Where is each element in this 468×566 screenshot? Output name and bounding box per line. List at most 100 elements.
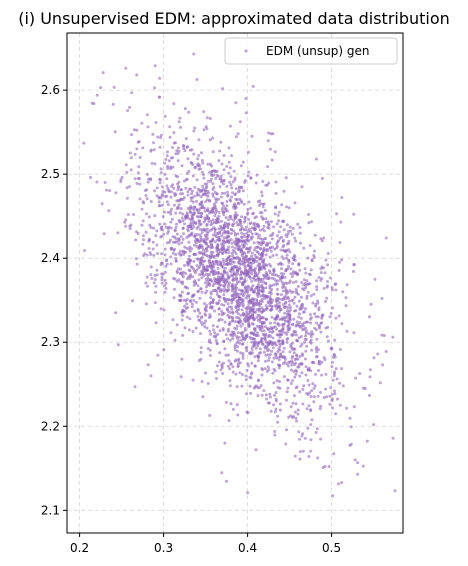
scatter-point xyxy=(207,245,211,249)
scatter-point xyxy=(340,258,344,262)
scatter-point xyxy=(211,298,215,302)
scatter-point xyxy=(251,322,255,326)
scatter-point xyxy=(198,273,202,277)
scatter-point xyxy=(289,267,293,271)
scatter-point xyxy=(345,329,349,333)
scatter-point xyxy=(333,392,337,395)
scatter-point xyxy=(363,387,367,390)
scatter-point xyxy=(228,180,232,184)
scatter-point xyxy=(314,347,318,351)
scatter-point xyxy=(220,313,224,317)
scatter-point xyxy=(172,186,176,190)
scatter-point xyxy=(310,220,313,224)
scatter-point xyxy=(155,273,159,277)
scatter-point xyxy=(202,239,206,243)
scatter-point xyxy=(277,323,281,327)
scatter-point xyxy=(163,114,167,118)
scatter-point xyxy=(260,393,264,397)
scatter-point xyxy=(352,212,356,216)
scatter-point xyxy=(187,110,191,114)
scatter-point xyxy=(199,346,203,350)
scatter-point xyxy=(249,236,253,239)
scatter-point xyxy=(140,207,144,211)
scatter-point xyxy=(174,152,178,156)
scatter-point xyxy=(231,319,235,323)
scatter-point xyxy=(197,211,201,215)
x-tick-label: 0.2 xyxy=(70,541,89,555)
scatter-point xyxy=(189,232,193,236)
scatter-point xyxy=(240,215,244,219)
scatter-point xyxy=(186,145,190,149)
scatter-point xyxy=(275,253,279,257)
scatter-point xyxy=(200,315,204,319)
scatter-point xyxy=(263,334,267,338)
scatter-point xyxy=(212,226,216,230)
scatter-point xyxy=(329,347,333,351)
scatter-point xyxy=(154,284,158,288)
scatter-point xyxy=(294,361,297,365)
scatter-point xyxy=(240,289,244,293)
scatter-point xyxy=(129,168,133,172)
scatter-point xyxy=(149,178,153,182)
scatter-point xyxy=(201,206,205,210)
scatter-point xyxy=(166,203,170,207)
scatter-point xyxy=(299,295,303,299)
scatter-point xyxy=(206,230,210,234)
scatter-point xyxy=(322,286,326,290)
scatter-point xyxy=(297,262,301,266)
scatter-point xyxy=(195,215,199,219)
scatter-point xyxy=(169,262,173,266)
scatter-point xyxy=(197,266,201,270)
scatter-point xyxy=(163,290,167,294)
scatter-point xyxy=(238,371,242,375)
scatter-point xyxy=(290,363,294,367)
scatter-point xyxy=(257,280,261,284)
scatter-point xyxy=(131,299,135,303)
scatter-point xyxy=(261,205,265,209)
scatter-point xyxy=(261,217,265,220)
scatter-point xyxy=(179,249,183,253)
scatter-point xyxy=(146,363,150,367)
scatter-point xyxy=(169,220,173,224)
scatter-point xyxy=(270,330,274,334)
scatter-point xyxy=(210,164,213,168)
scatter-point xyxy=(251,331,255,335)
scatter-point xyxy=(173,141,177,145)
scatter-point xyxy=(221,274,225,277)
scatter-point xyxy=(320,239,324,243)
scatter-point xyxy=(264,183,268,187)
scatter-point xyxy=(163,253,167,257)
scatter-point xyxy=(329,311,333,315)
scatter-point xyxy=(197,193,201,197)
scatter-point xyxy=(225,184,229,188)
scatter-point xyxy=(240,283,244,287)
scatter-point xyxy=(210,305,214,309)
scatter-point xyxy=(230,195,234,199)
scatter-point xyxy=(256,283,260,287)
scatter-point xyxy=(291,322,295,326)
scatter-point xyxy=(307,404,311,408)
scatter-point xyxy=(282,303,285,306)
scatter-point xyxy=(205,326,209,330)
scatter-point xyxy=(198,164,201,168)
scatter-point xyxy=(177,278,181,282)
scatter-point xyxy=(151,132,155,136)
scatter-point xyxy=(233,202,237,206)
scatter-point xyxy=(261,180,265,183)
scatter-point xyxy=(208,170,212,174)
scatter-point xyxy=(159,307,163,311)
scatter-point xyxy=(281,350,285,354)
scatter-point xyxy=(208,329,212,333)
scatter-point xyxy=(211,218,215,222)
scatter-point xyxy=(231,310,235,314)
scatter-point xyxy=(202,187,205,191)
scatter-point xyxy=(196,157,200,161)
scatter-point xyxy=(189,221,193,225)
scatter-point xyxy=(187,268,191,272)
scatter-point xyxy=(314,431,318,434)
scatter-point xyxy=(124,224,128,228)
scatter-point xyxy=(275,222,279,226)
scatter-point xyxy=(185,246,189,250)
scatter-point xyxy=(352,263,356,267)
scatter-point xyxy=(150,161,154,165)
